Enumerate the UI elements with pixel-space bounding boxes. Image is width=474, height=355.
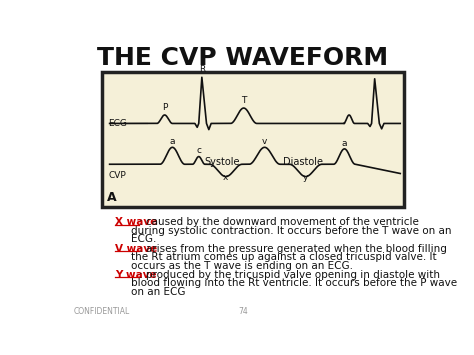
Text: v: v xyxy=(262,137,267,146)
Text: V wave: V wave xyxy=(115,244,157,253)
Text: CVP: CVP xyxy=(108,170,126,180)
Text: ECG: ECG xyxy=(108,119,127,128)
Text: on an ECG: on an ECG xyxy=(130,287,185,297)
Text: R: R xyxy=(199,65,205,74)
Text: Diastole: Diastole xyxy=(283,157,323,167)
Text: X wave: X wave xyxy=(115,217,157,228)
Text: c: c xyxy=(196,147,201,155)
Text: x: x xyxy=(223,173,228,182)
FancyBboxPatch shape xyxy=(102,72,404,207)
Text: Systole: Systole xyxy=(204,157,240,167)
Text: P: P xyxy=(162,103,167,112)
Text: : caused by the downward movement of the ventricle: : caused by the downward movement of the… xyxy=(139,217,419,228)
Text: : produced by the tricuspid valve opening in diastole with: : produced by the tricuspid valve openin… xyxy=(139,270,440,280)
Text: y: y xyxy=(303,173,309,182)
Text: occurs as the T wave is ending on an ECG.: occurs as the T wave is ending on an ECG… xyxy=(130,261,353,271)
Text: a: a xyxy=(170,137,175,146)
Text: T: T xyxy=(241,96,246,105)
Text: : arises from the pressure generated when the blood filling: : arises from the pressure generated whe… xyxy=(139,244,447,253)
Text: a: a xyxy=(342,139,347,148)
Text: 74: 74 xyxy=(238,307,248,316)
Text: A: A xyxy=(107,191,117,203)
Text: during systolic contraction. It occurs before the T wave on an: during systolic contraction. It occurs b… xyxy=(130,226,451,236)
Text: CONFIDENTIAL: CONFIDENTIAL xyxy=(73,307,129,316)
Text: Y wave: Y wave xyxy=(115,270,157,280)
Text: THE CVP WAVEFORM: THE CVP WAVEFORM xyxy=(97,46,389,70)
Text: ECG.: ECG. xyxy=(130,234,156,244)
Text: blood flowing into the Rt ventricle. It occurs before the P wave: blood flowing into the Rt ventricle. It … xyxy=(130,278,456,288)
Text: the Rt atrium comes up against a closed tricuspid valve. It: the Rt atrium comes up against a closed … xyxy=(130,252,436,262)
